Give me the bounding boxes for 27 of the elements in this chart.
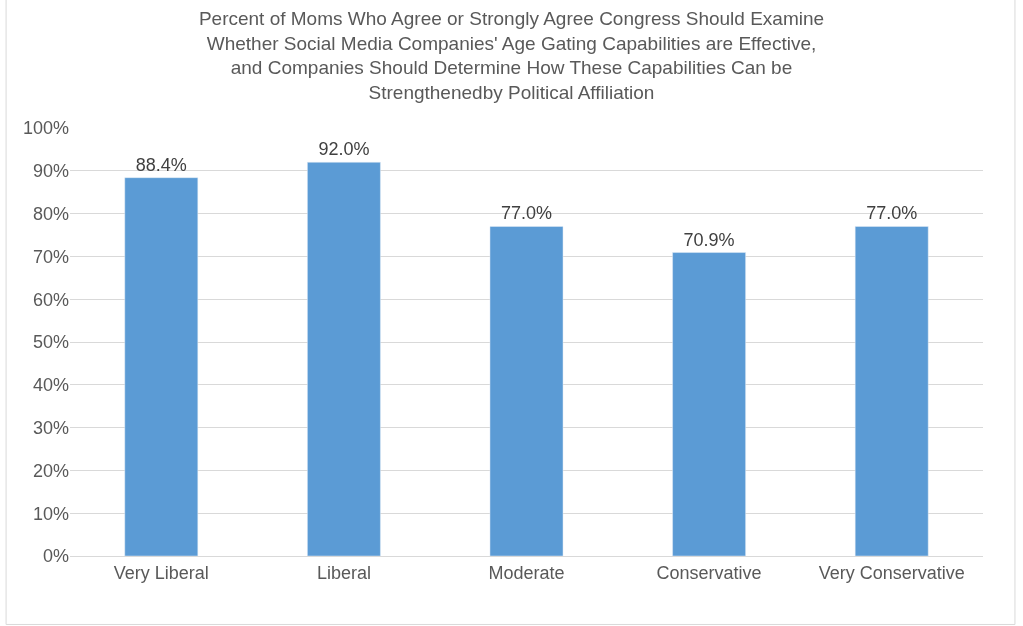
y-tick-label: 100%: [22, 118, 69, 139]
y-tick-label: 80%: [32, 203, 69, 224]
y-tick-label: 50%: [32, 332, 69, 353]
data-label: 77.0%: [866, 203, 918, 224]
data-label: 92.0%: [318, 139, 370, 160]
y-tick-label: 20%: [32, 460, 69, 481]
y-tick-label: 60%: [32, 289, 69, 310]
chart-title: Percent of Moms Who Agree or Strongly Agree Congress Should Examine Whether Social Media Companies' Age Gating Capabilities are Effective, and Companies Should Determine How These Capabilities Can be Strengthenedby Political Affiliation: [198, 8, 825, 104]
data-label: 70.9%: [683, 229, 735, 250]
bar: [489, 226, 564, 556]
x-tick-label: Very Conservative: [818, 562, 965, 583]
y-tick-label: 0%: [42, 546, 69, 567]
bar: [124, 177, 199, 556]
x-tick-label: Liberal: [316, 562, 371, 583]
y-tick-label: 90%: [32, 161, 69, 182]
bar: [854, 226, 929, 556]
bar: [307, 161, 381, 556]
data-label: 88.4%: [135, 154, 187, 175]
y-tick-label: 70%: [32, 246, 69, 267]
data-label: 77.0%: [500, 203, 553, 224]
x-tick-label: Conservative: [656, 562, 762, 583]
y-tick-label: 30%: [32, 417, 69, 438]
y-tick-label: 10%: [32, 503, 69, 524]
bar: [672, 252, 746, 556]
y-tick-label: 40%: [32, 375, 69, 396]
x-tick-label: Very Liberal: [113, 562, 209, 583]
x-tick-label: Moderate: [488, 562, 565, 583]
